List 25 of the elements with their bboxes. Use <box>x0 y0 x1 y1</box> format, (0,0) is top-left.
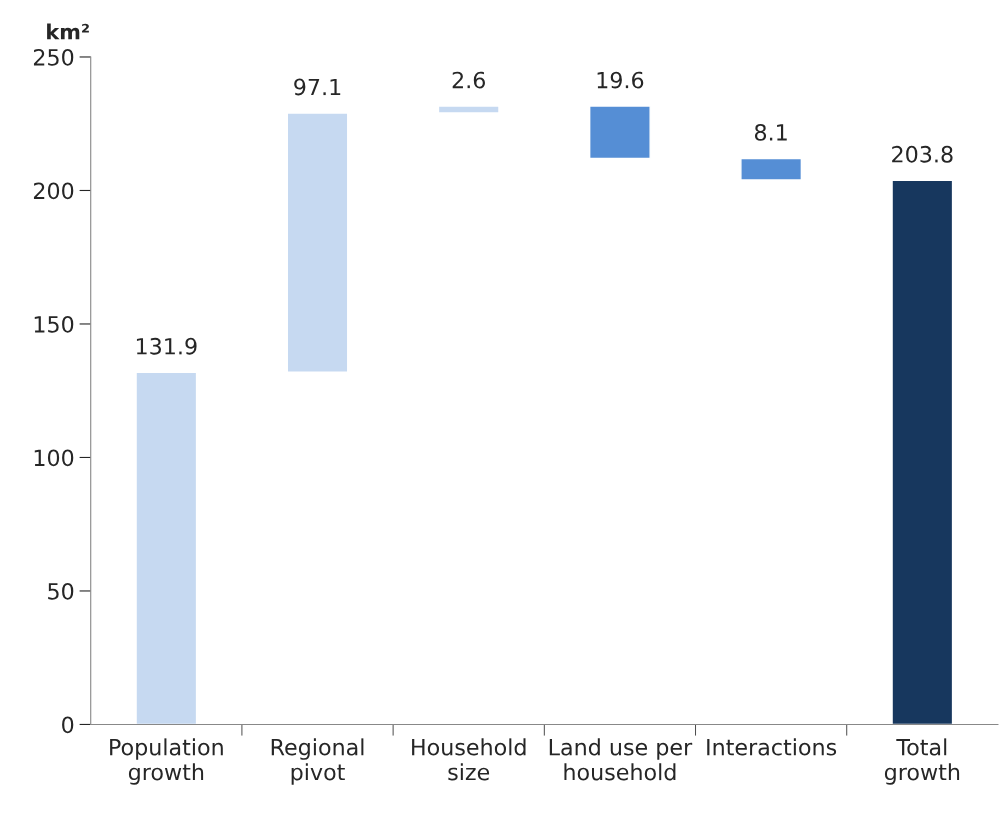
y-tick-label: 250 <box>33 48 74 66</box>
data-label: 19.6 <box>597 71 644 89</box>
x-tick-label: Land use per household <box>549 738 693 781</box>
data-label: 203.8 <box>892 145 953 163</box>
bar <box>891 179 954 725</box>
y-axis-title: km² <box>47 23 89 40</box>
y-tick-label: 50 <box>48 582 74 600</box>
data-label: 97.1 <box>294 78 341 96</box>
bar <box>286 112 349 373</box>
bar <box>740 157 803 181</box>
y-tick-label: 100 <box>34 449 74 467</box>
y-tick-label: 0 <box>62 716 74 734</box>
bar <box>588 105 651 160</box>
data-label: 131.9 <box>136 337 197 355</box>
data-label: 2.6 <box>452 71 485 89</box>
x-tick-label: Household size <box>412 738 526 781</box>
data-label: 8.1 <box>754 123 787 141</box>
x-tick-label: Regional pivot <box>271 738 364 785</box>
bar <box>135 371 198 725</box>
x-tick-label: Population growth <box>110 738 223 785</box>
y-tick-label: 150 <box>34 315 74 333</box>
x-tick-label: Total growth <box>884 738 960 785</box>
bar <box>437 105 500 114</box>
x-tick-label: Interactions <box>707 738 837 756</box>
y-tick-label: 200 <box>33 182 74 200</box>
